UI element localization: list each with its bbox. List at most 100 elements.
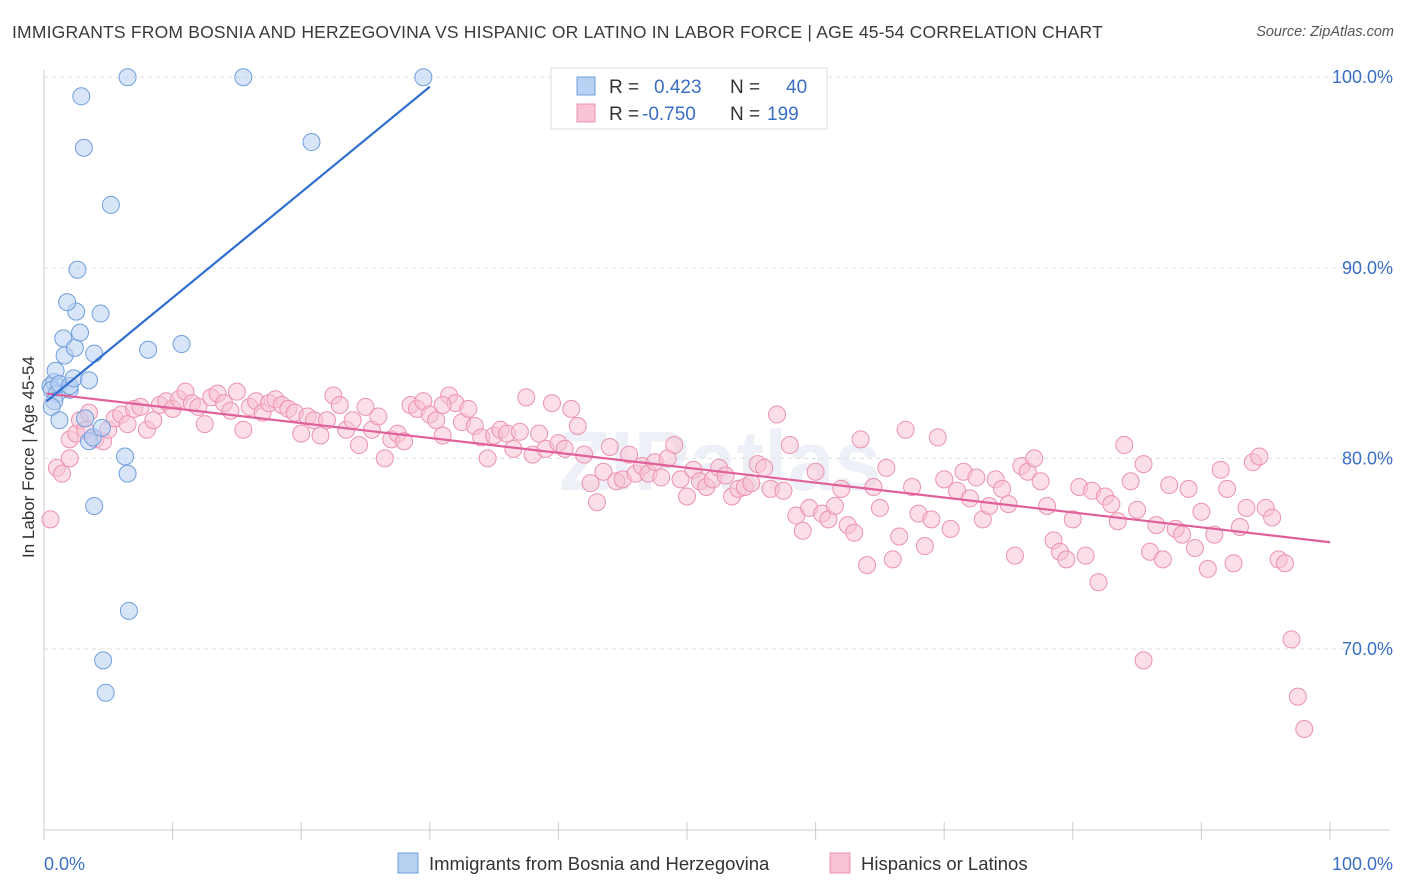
- y-tick-label: 100.0%: [1332, 67, 1393, 87]
- legend-blue-r-value: 0.423: [654, 77, 702, 98]
- pink-point: [883, 550, 902, 569]
- pink-point: [793, 521, 812, 540]
- pink-point: [1147, 516, 1166, 535]
- x-tick-label: 100.0%: [1332, 854, 1393, 874]
- pink-point: [1173, 525, 1192, 544]
- pink-point: [227, 382, 246, 401]
- pink-point: [292, 424, 311, 443]
- pink-point: [1295, 719, 1314, 738]
- pink-point: [620, 445, 639, 464]
- pink-point: [960, 489, 979, 508]
- pink-point: [678, 487, 696, 506]
- pink-point: [195, 415, 214, 434]
- pink-trend-line: [46, 392, 1331, 544]
- legend-pink-r-label: R =: [609, 104, 639, 125]
- pink-point: [594, 462, 613, 481]
- blue-point: [74, 138, 93, 157]
- bottom-legend-blue-swatch: [397, 852, 419, 874]
- blue-point: [91, 304, 110, 323]
- pink-point: [60, 449, 79, 468]
- blue-point: [101, 195, 120, 214]
- pink-point: [562, 399, 581, 418]
- blue-point: [50, 411, 69, 430]
- bottom-legend-blue-label: Immigrants from Bosnia and Herzegovina: [429, 853, 770, 874]
- legend-pink-r-value: -0.750: [642, 104, 696, 125]
- pink-point: [1179, 479, 1198, 498]
- pink-point: [928, 428, 947, 447]
- pink-point: [369, 407, 388, 426]
- pink-point: [877, 458, 896, 477]
- blue-point: [94, 651, 113, 670]
- pink-point: [716, 466, 735, 485]
- pink-point: [922, 510, 941, 529]
- blue-point: [42, 397, 61, 416]
- pink-point: [858, 556, 877, 575]
- pink-point: [652, 468, 671, 487]
- pink-point: [1102, 495, 1121, 514]
- blue-point: [72, 87, 91, 106]
- pink-point: [980, 497, 999, 516]
- bottom-legend-pink-swatch: [829, 852, 851, 874]
- legend-blue-n-label: N =: [730, 77, 760, 98]
- pink-point: [568, 416, 587, 435]
- x-tick-label: 0.0%: [44, 854, 85, 874]
- bottom-legend-pink-label: Hispanics or Latinos: [861, 853, 1028, 874]
- pink-point: [221, 401, 240, 420]
- pink-point: [1076, 546, 1095, 565]
- pink-point: [755, 458, 774, 477]
- pink-point: [1063, 510, 1082, 529]
- blue-point: [302, 133, 321, 152]
- bottom-legend: Immigrants from Bosnia and Herzegovina H…: [397, 852, 1028, 874]
- pink-point: [433, 396, 452, 415]
- blue-point: [139, 340, 158, 359]
- blue-series-points: [41, 68, 433, 702]
- grid-lines: [44, 76, 1390, 650]
- pink-point: [1025, 449, 1044, 468]
- pink-point: [896, 420, 915, 439]
- pink-point: [967, 468, 986, 487]
- blue-point: [119, 601, 138, 620]
- pink-point: [1288, 687, 1307, 706]
- pink-point: [395, 432, 414, 451]
- blue-point: [116, 447, 135, 466]
- pink-point: [1211, 460, 1230, 479]
- pink-point: [53, 464, 72, 483]
- pink-point: [774, 481, 793, 500]
- y-tick-label: 70.0%: [1342, 639, 1393, 659]
- blue-point: [65, 338, 84, 357]
- pink-point: [1031, 472, 1050, 491]
- stats-legend: R = 0.423 N = 40 R = -0.750 N = 199: [550, 67, 828, 130]
- blue-point: [118, 464, 137, 483]
- pink-point: [1192, 502, 1211, 521]
- blue-point: [68, 260, 87, 279]
- pink-point: [1160, 476, 1179, 495]
- pink-point: [903, 477, 922, 496]
- axes: [43, 70, 1390, 840]
- pink-point: [343, 411, 362, 430]
- pink-point: [131, 397, 150, 416]
- pink-point: [993, 479, 1012, 498]
- blue-point: [80, 371, 99, 390]
- pink-point: [459, 399, 478, 418]
- pink-point: [1134, 455, 1153, 474]
- legend-pink-swatch: [576, 103, 596, 123]
- pink-point: [41, 510, 60, 529]
- pink-point: [825, 497, 844, 516]
- source-label: Source: ZipAtlas.com: [1256, 24, 1394, 40]
- pink-point: [144, 411, 163, 430]
- pink-point: [350, 436, 369, 455]
- pink-point: [510, 422, 529, 441]
- pink-point: [1275, 554, 1294, 573]
- blue-point: [92, 418, 111, 437]
- pink-point: [864, 477, 883, 496]
- blue-point: [58, 293, 77, 312]
- pink-point: [1057, 550, 1076, 569]
- pink-point: [311, 426, 330, 445]
- x-tick-labels: 0.0% 100.0%: [44, 854, 1393, 874]
- pink-point: [1115, 436, 1134, 455]
- chart-title: IMMIGRANTS FROM BOSNIA AND HERZEGOVINA V…: [12, 22, 1103, 42]
- pink-point: [1005, 546, 1024, 565]
- blue-point: [85, 497, 104, 516]
- pink-point: [870, 498, 889, 517]
